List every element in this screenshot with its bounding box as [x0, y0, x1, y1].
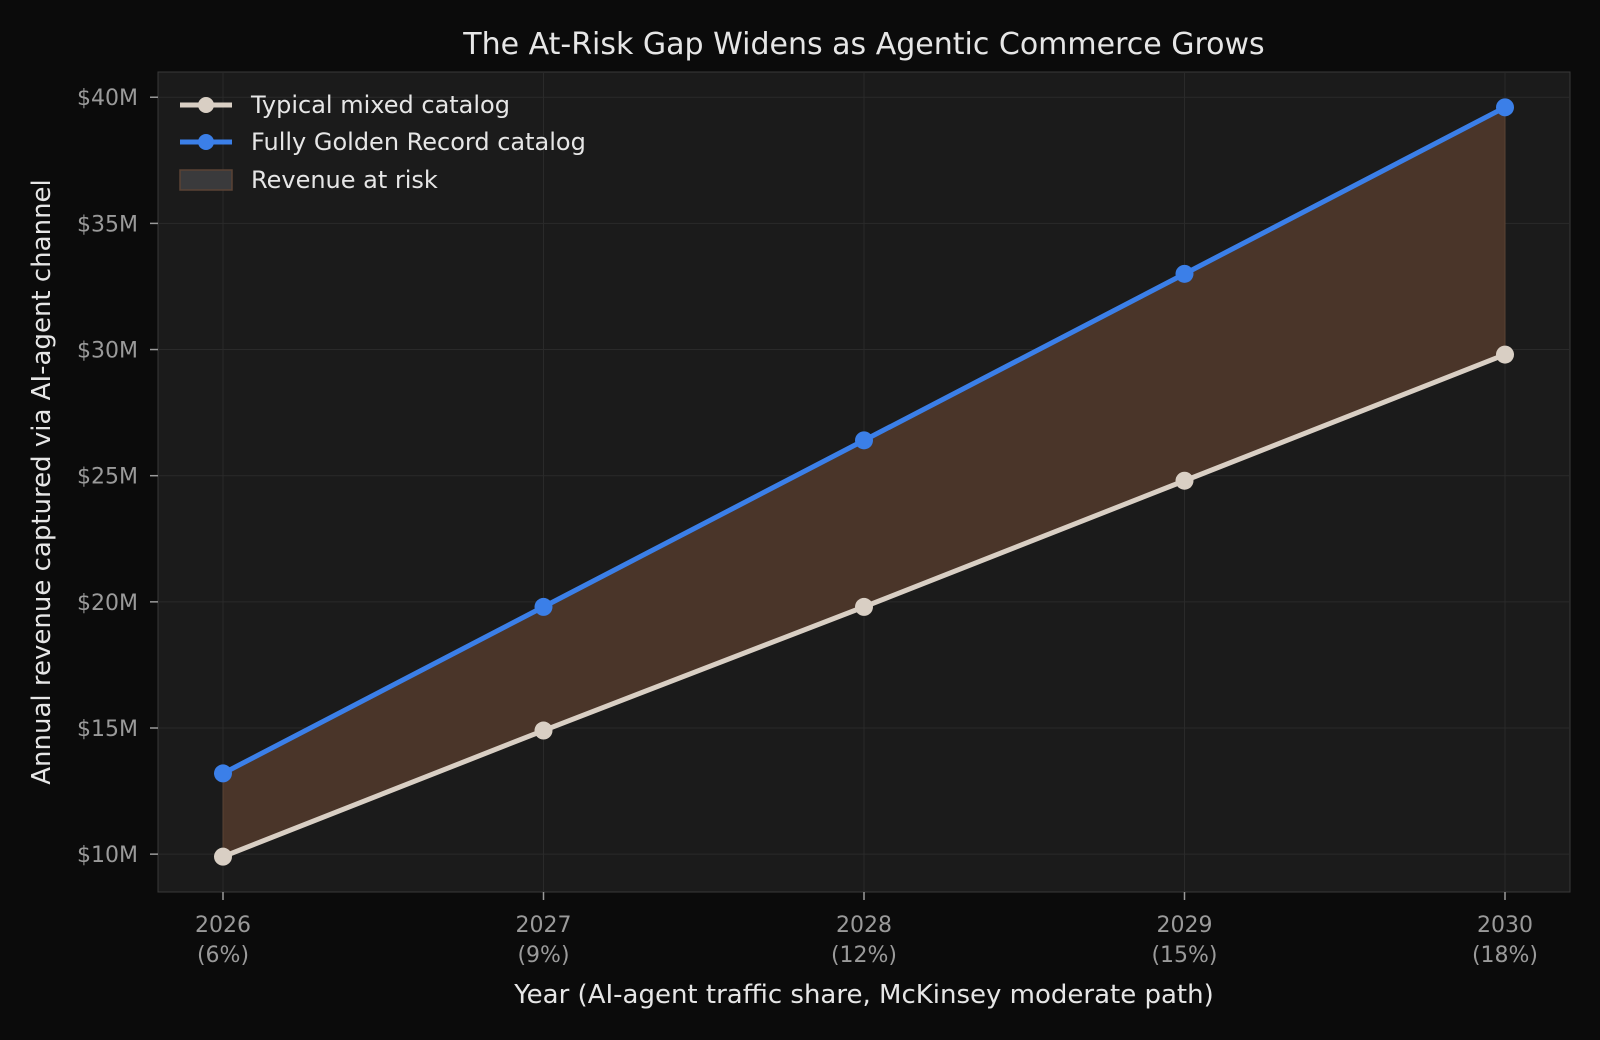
y-axis-label: Annual revenue captured via AI-agent cha… [27, 179, 57, 785]
y-tick-label: $30M [77, 339, 138, 364]
data-point-golden [534, 597, 553, 616]
x-tick-label: 2028 [836, 913, 892, 938]
data-point-typical [534, 721, 553, 740]
y-tick-label: $15M [77, 717, 138, 742]
x-tick-sublabel: (6%) [197, 943, 249, 968]
data-point-typical [855, 597, 873, 616]
legend-label-at-risk: Revenue at risk [251, 166, 438, 194]
x-tick-label: 2030 [1477, 913, 1533, 938]
series-lines [214, 98, 1514, 866]
legend-marker-golden [198, 134, 214, 150]
data-point-typical [1175, 471, 1194, 490]
legend-swatch-at-risk [179, 169, 233, 191]
x-tick-label: 2029 [1157, 913, 1213, 938]
x-tick-sublabel: (9%) [517, 943, 569, 968]
data-point-typical [1496, 345, 1514, 364]
x-tick-sublabel: (18%) [1472, 943, 1538, 968]
x-tick-label: 2027 [516, 913, 572, 938]
x-tick-sublabel: (15%) [1151, 943, 1217, 968]
legend-marker-typical [198, 97, 214, 113]
chart-title: The At-Risk Gap Widens as Agentic Commer… [462, 27, 1264, 62]
data-point-golden [1496, 98, 1514, 117]
y-tick-label: $25M [77, 465, 138, 490]
data-point-typical [214, 847, 232, 866]
data-point-golden [855, 431, 873, 450]
y-tick-label: $40M [77, 86, 138, 111]
axes: $10M $15M $20M $25M $30M $35M $40M 2026 (6%) 2027… [77, 86, 1538, 968]
legend: Typical mixed catalog Fully Golden Recor… [179, 91, 586, 194]
legend-label-golden: Fully Golden Record catalog [251, 128, 586, 156]
x-tick-sublabel: (12%) [831, 943, 897, 968]
legend-label-typical: Typical mixed catalog [250, 91, 510, 119]
y-tick-label: $35M [77, 212, 138, 237]
data-point-golden [1175, 264, 1194, 283]
x-tick-label: 2026 [195, 913, 251, 938]
x-axis-label: Year (AI-agent traffic share, McKinsey m… [513, 980, 1214, 1010]
y-tick-label: $10M [77, 843, 138, 868]
data-point-golden [214, 764, 232, 783]
y-tick-label: $20M [77, 591, 138, 616]
